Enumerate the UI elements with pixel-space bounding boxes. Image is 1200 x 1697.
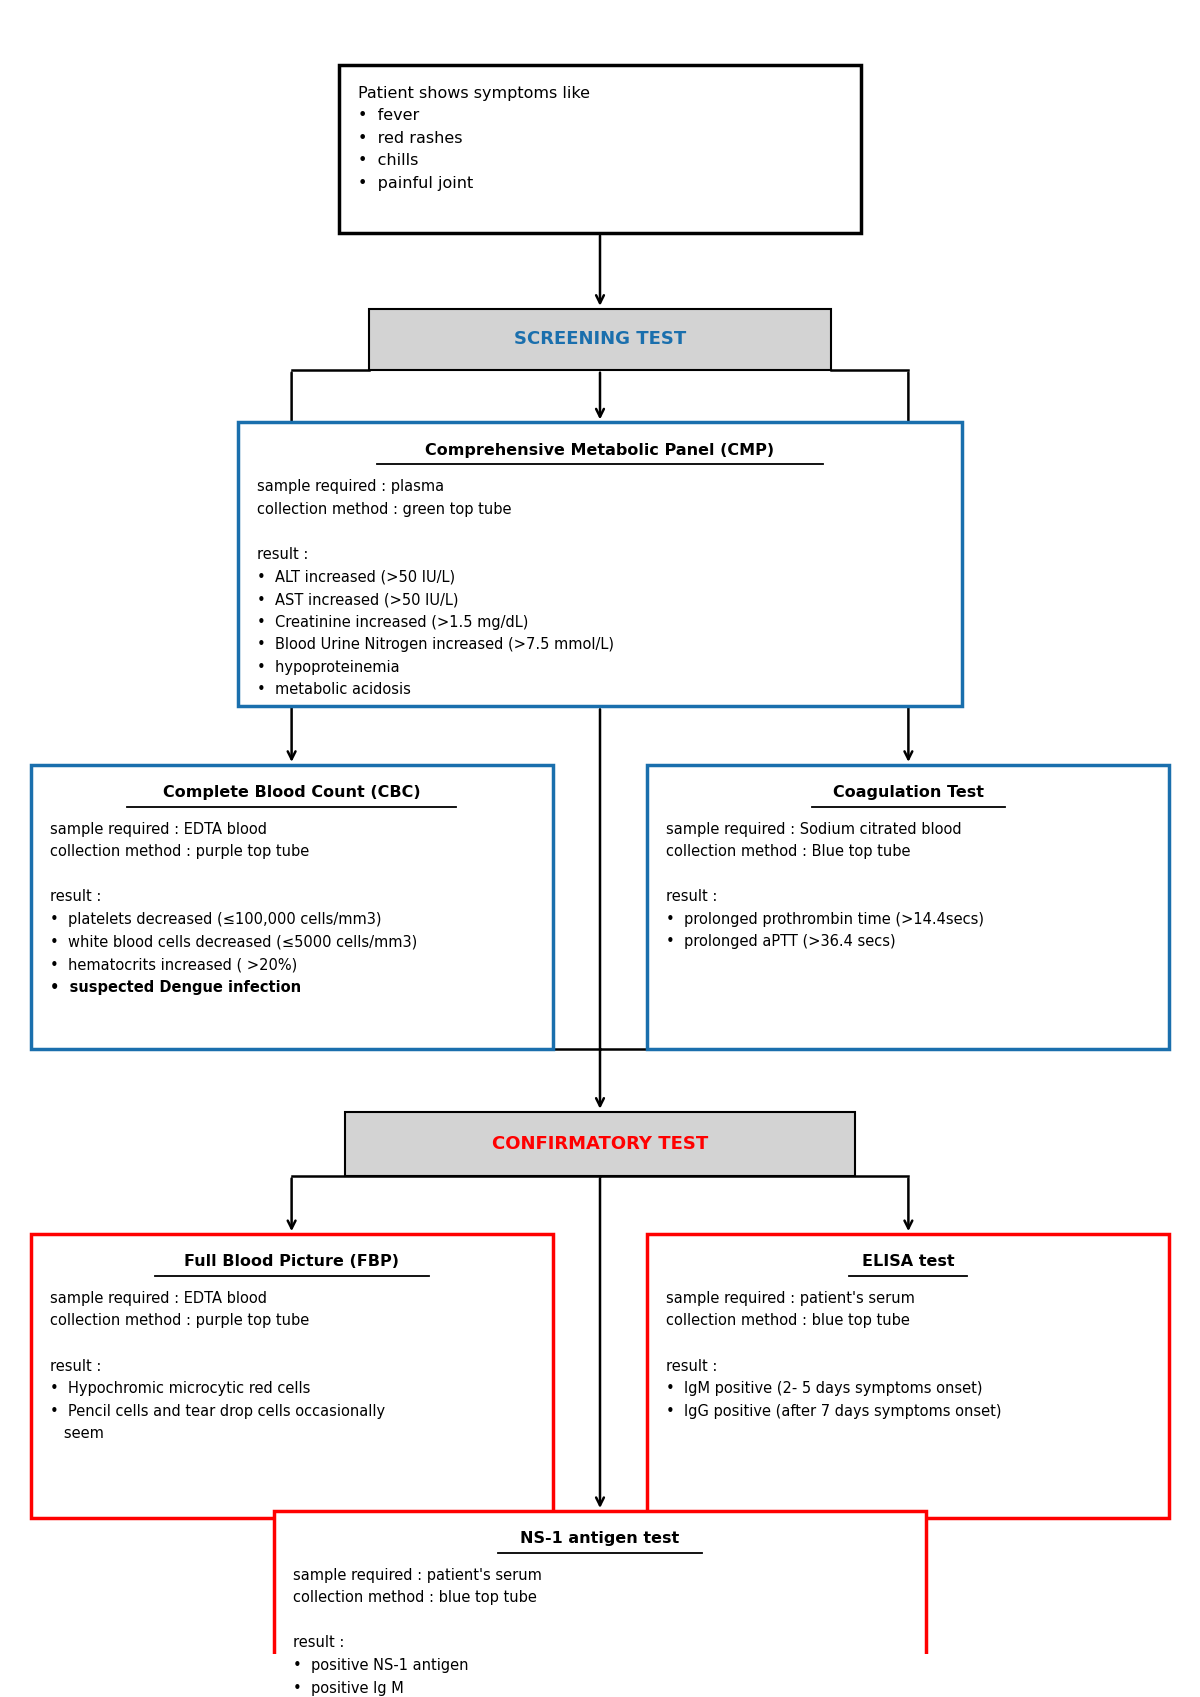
Text: •  IgM positive (2- 5 days symptoms onset): • IgM positive (2- 5 days symptoms onset… — [666, 1381, 983, 1397]
Text: ELISA test: ELISA test — [862, 1254, 955, 1269]
Text: sample required : EDTA blood: sample required : EDTA blood — [49, 1291, 266, 1305]
Text: collection method : purple top tube: collection method : purple top tube — [49, 1313, 308, 1329]
Text: Complete Blood Count (CBC): Complete Blood Count (CBC) — [163, 786, 420, 799]
Text: collection method : Blue top tube: collection method : Blue top tube — [666, 843, 911, 859]
FancyBboxPatch shape — [31, 765, 552, 1049]
Text: result :: result : — [666, 889, 718, 905]
Text: sample required : Sodium citrated blood: sample required : Sodium citrated blood — [666, 821, 962, 837]
Text: Full Blood Picture (FBP): Full Blood Picture (FBP) — [184, 1254, 400, 1269]
Text: •  positive NS-1 antigen: • positive NS-1 antigen — [293, 1658, 468, 1673]
FancyBboxPatch shape — [239, 423, 961, 706]
Text: •  red rashes: • red rashes — [358, 131, 462, 146]
Text: result :: result : — [257, 546, 308, 562]
Text: sample required : EDTA blood: sample required : EDTA blood — [49, 821, 266, 837]
Text: CONFIRMATORY TEST: CONFIRMATORY TEST — [492, 1135, 708, 1152]
Text: collection method : blue top tube: collection method : blue top tube — [666, 1313, 911, 1329]
Text: •  prolonged prothrombin time (>14.4secs): • prolonged prothrombin time (>14.4secs) — [666, 911, 984, 927]
Text: Patient shows symptoms like: Patient shows symptoms like — [358, 85, 590, 100]
Text: result :: result : — [293, 1636, 344, 1651]
Text: •  ALT increased (>50 IU/L): • ALT increased (>50 IU/L) — [257, 570, 455, 584]
FancyBboxPatch shape — [648, 1234, 1169, 1519]
Text: •  prolonged aPTT (>36.4 secs): • prolonged aPTT (>36.4 secs) — [666, 935, 896, 950]
Text: collection method : purple top tube: collection method : purple top tube — [49, 843, 308, 859]
FancyBboxPatch shape — [31, 1234, 552, 1519]
FancyBboxPatch shape — [344, 1112, 856, 1176]
Text: •  platelets decreased (≤100,000 cells/mm3): • platelets decreased (≤100,000 cells/mm… — [49, 911, 382, 927]
FancyBboxPatch shape — [340, 64, 860, 232]
Text: result :: result : — [666, 1359, 718, 1373]
FancyBboxPatch shape — [274, 1510, 926, 1697]
Text: •  chills: • chills — [358, 153, 419, 168]
Text: •  painful joint: • painful joint — [358, 176, 473, 192]
Text: •  Pencil cells and tear drop cells occasionally: • Pencil cells and tear drop cells occas… — [49, 1403, 385, 1419]
Text: •  positive Ig M: • positive Ig M — [293, 1680, 403, 1695]
Text: collection method : blue top tube: collection method : blue top tube — [293, 1590, 536, 1605]
Text: SCREENING TEST: SCREENING TEST — [514, 331, 686, 348]
Text: NS-1 antigen test: NS-1 antigen test — [521, 1531, 679, 1546]
Text: •  white blood cells decreased (≤5000 cells/mm3): • white blood cells decreased (≤5000 cel… — [49, 935, 416, 950]
Text: •  Creatinine increased (>1.5 mg/dL): • Creatinine increased (>1.5 mg/dL) — [257, 614, 528, 630]
Text: seem: seem — [49, 1425, 103, 1441]
FancyBboxPatch shape — [368, 309, 832, 370]
FancyBboxPatch shape — [648, 765, 1169, 1049]
Text: sample required : patient's serum: sample required : patient's serum — [293, 1568, 541, 1583]
Text: •  AST increased (>50 IU/L): • AST increased (>50 IU/L) — [257, 592, 458, 608]
Text: Coagulation Test: Coagulation Test — [833, 786, 984, 799]
Text: result :: result : — [49, 1359, 101, 1373]
Text: sample required : plasma: sample required : plasma — [257, 479, 444, 494]
Text: •  hypoproteinemia: • hypoproteinemia — [257, 660, 400, 675]
Text: •  fever: • fever — [358, 109, 419, 124]
Text: •  hematocrits increased ( >20%): • hematocrits increased ( >20%) — [49, 957, 296, 972]
Text: result :: result : — [49, 889, 101, 905]
Text: Comprehensive Metabolic Panel (CMP): Comprehensive Metabolic Panel (CMP) — [426, 443, 774, 458]
Text: collection method : green top tube: collection method : green top tube — [257, 502, 511, 516]
Text: •  Hypochromic microcytic red cells: • Hypochromic microcytic red cells — [49, 1381, 310, 1397]
Text: •  IgG positive (after 7 days symptoms onset): • IgG positive (after 7 days symptoms on… — [666, 1403, 1002, 1419]
Text: •  Blood Urine Nitrogen increased (>7.5 mmol/L): • Blood Urine Nitrogen increased (>7.5 m… — [257, 636, 614, 652]
Text: sample required : patient's serum: sample required : patient's serum — [666, 1291, 916, 1305]
Text: •  metabolic acidosis: • metabolic acidosis — [257, 682, 412, 697]
Text: •  suspected Dengue infection: • suspected Dengue infection — [49, 979, 301, 994]
